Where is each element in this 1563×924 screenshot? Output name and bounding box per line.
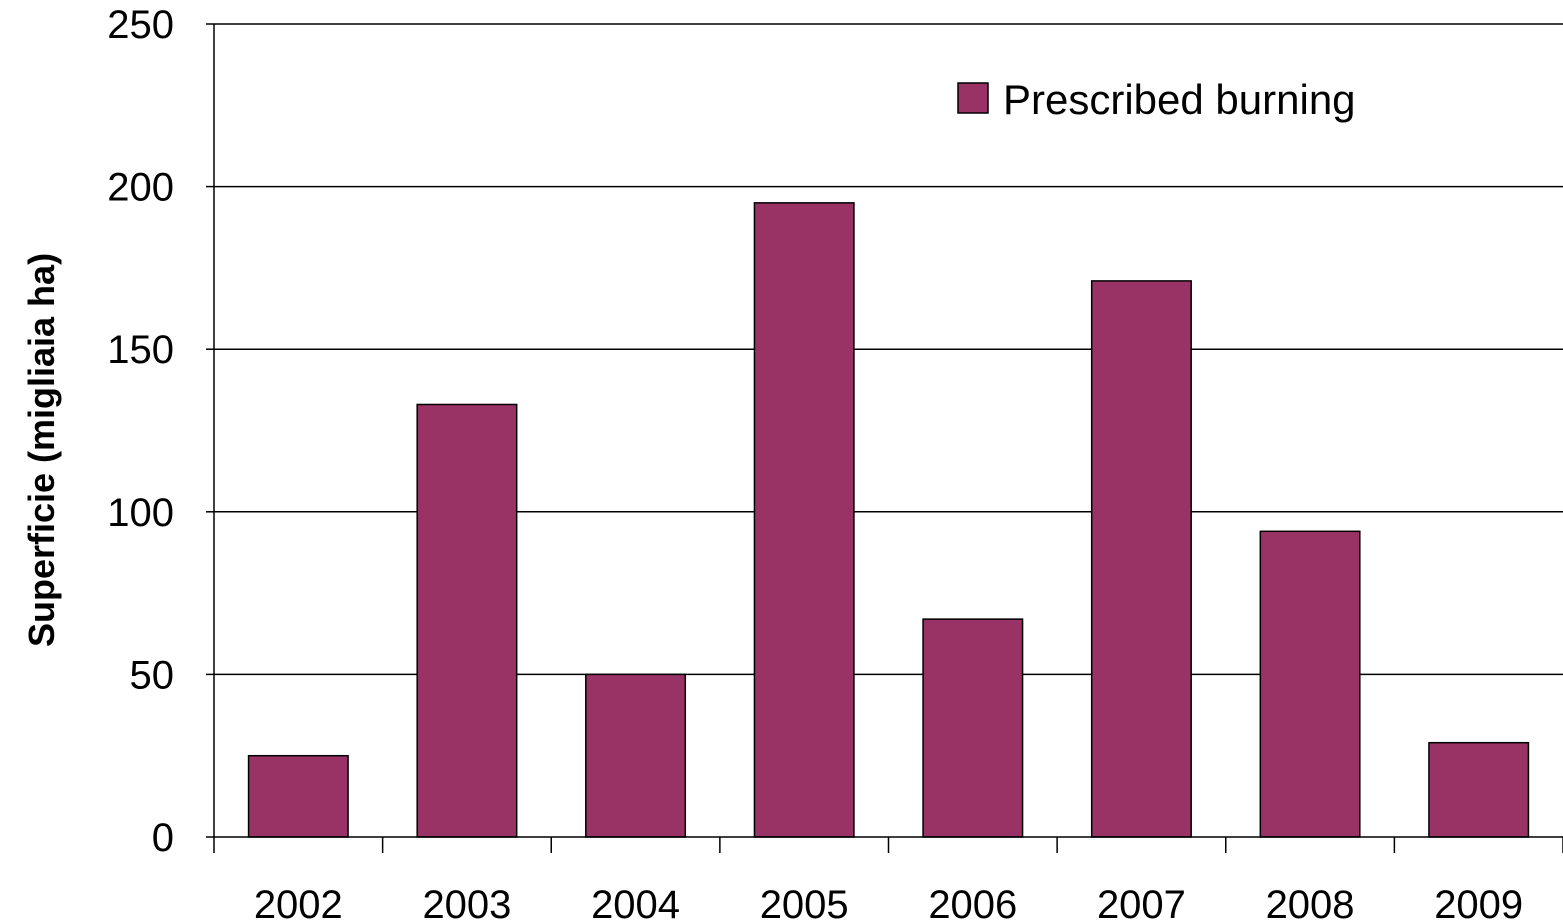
- x-tick-label: 2005: [760, 883, 849, 924]
- x-tick-label: 2006: [928, 883, 1017, 924]
- bar-2004: [585, 673, 687, 838]
- bar-2002: [247, 754, 349, 838]
- bar-2006: [922, 618, 1024, 838]
- bars: [247, 202, 1530, 838]
- x-tick-label: 2009: [1434, 883, 1523, 924]
- bar-2005: [753, 202, 855, 838]
- x-tick-label: 2007: [1097, 883, 1186, 924]
- y-tick-label: 250: [107, 3, 174, 47]
- y-tick-label: 100: [107, 491, 174, 535]
- x-tick-label: 2003: [422, 883, 511, 924]
- bar-2009: [1428, 741, 1530, 838]
- legend-label: Prescribed burning: [1003, 76, 1356, 123]
- axes: [213, 24, 1563, 853]
- x-tick-label: 2004: [591, 883, 680, 924]
- x-tick-label: 2002: [254, 883, 343, 924]
- legend-swatch: [957, 82, 989, 114]
- y-tick-label: 200: [107, 166, 174, 210]
- bar-2008: [1259, 530, 1361, 838]
- bar-2007: [1090, 280, 1192, 838]
- y-tick-label: 150: [107, 328, 174, 372]
- y-tick-label: 0: [152, 816, 174, 860]
- legend: Prescribed burning: [957, 76, 1356, 123]
- y-tick-labels: 0 50 100 150 200 250: [107, 3, 174, 860]
- x-tick-labels: 2002 2003 2004 2005 2006 2007 2008 2009: [254, 883, 1523, 924]
- y-tick-label: 50: [130, 653, 175, 697]
- bar-2003: [416, 403, 518, 838]
- y-axis-label: Superficie (migliaia ha): [21, 253, 62, 647]
- x-tick-label: 2008: [1266, 883, 1355, 924]
